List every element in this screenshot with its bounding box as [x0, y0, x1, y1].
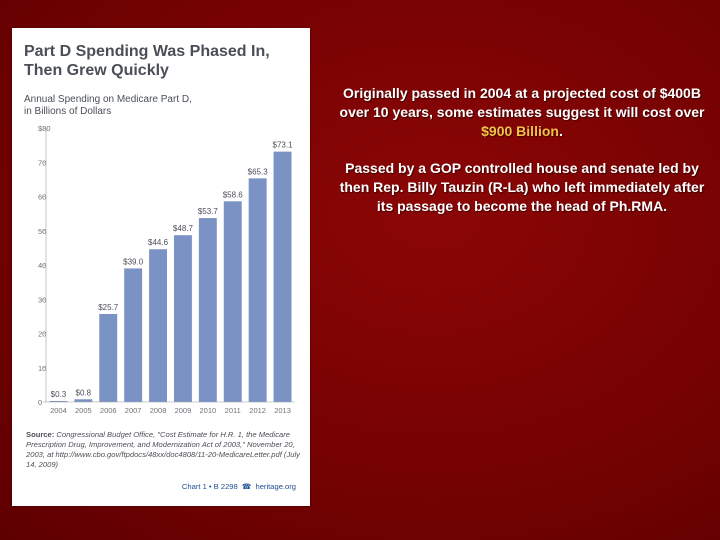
y-tick-label: 20 [38, 330, 46, 339]
bar-2006 [99, 313, 118, 402]
phone-icon: ☎ [241, 482, 252, 491]
paragraph-cost: Originally passed in 2004 at a projected… [330, 84, 714, 141]
chart-title: Part D Spending Was Phased In, Then Grew… [24, 42, 304, 80]
y-tick-label: 10 [38, 364, 46, 373]
x-axis: 2004 2005 2006 2007 2008 2009 2010 2011 2012 2013 [46, 401, 295, 415]
paragraph-history: Passed by a GOP controlled house and sen… [339, 160, 705, 214]
chart-title-line-2: Then Grew Quickly [24, 62, 169, 79]
data-label-2005: $0.8 [76, 388, 92, 397]
source-label: Source: [26, 430, 55, 439]
x-tick-label: 2010 [200, 406, 217, 415]
source-text: Congressional Budget Office, "Cost Estim… [26, 430, 300, 469]
y-tick-label: 60 [38, 193, 46, 202]
bar-2007 [124, 268, 143, 402]
chart-subtitle: Annual Spending on Medicare Part D, in B… [24, 94, 304, 118]
y-tick-label: $80 [38, 124, 51, 133]
chart-subtitle-line-1: Annual Spending on Medicare Part D, [24, 94, 192, 105]
data-label-2006: $25.7 [98, 303, 119, 312]
data-label-2010: $53.7 [198, 207, 219, 216]
bar-2005 [74, 399, 93, 402]
y-axis: 0 10 20 30 40 50 60 70 $80 [38, 124, 51, 407]
paragraph-cost-end: . [558, 123, 563, 139]
highlight-cost: $900 Billion [481, 123, 559, 139]
bar-2008 [149, 249, 168, 402]
bar-2009 [173, 235, 192, 402]
x-tick-label: 2005 [75, 406, 92, 415]
chart-reference: Chart 1 • B 2298 [181, 482, 238, 491]
y-tick-label: 50 [38, 227, 46, 236]
x-tick-label: 2012 [249, 406, 266, 415]
site-name: heritage.org [255, 482, 296, 491]
source-note: Source: Congressional Budget Office, "Co… [26, 430, 302, 470]
data-label-2013: $73.1 [273, 141, 294, 150]
bar-2011 [223, 201, 242, 402]
x-tick-label: 2006 [100, 406, 117, 415]
bar-2004 [49, 400, 68, 402]
bars-group: $0.3 $0.8 $25.7 $39.0 $44.6 $48.7 $53.7 $58.6 $6… [49, 141, 293, 402]
chart-subtitle-line-2: in Billions of Dollars [24, 106, 112, 117]
x-tick-label: 2004 [50, 406, 67, 415]
chart-title-line-1: Part D Spending Was Phased In, [24, 43, 270, 60]
bar-2013 [273, 151, 292, 402]
y-tick-label: 0 [38, 398, 42, 407]
slide-text: Originally passed in 2004 at a projected… [330, 84, 714, 216]
x-tick-label: 2008 [150, 406, 167, 415]
bar-2012 [248, 178, 267, 402]
data-label-2004: $0.3 [51, 390, 67, 399]
data-label-2011: $58.6 [223, 190, 244, 199]
y-tick-label: 40 [38, 261, 46, 270]
chart-footer: Chart 1 • B 2298 ☎ heritage.org [182, 482, 296, 491]
data-label-2012: $65.3 [248, 167, 269, 176]
data-label-2007: $39.0 [123, 257, 144, 266]
data-label-2009: $48.7 [173, 224, 194, 233]
y-tick-label: 30 [38, 295, 46, 304]
x-tick-label: 2007 [125, 406, 142, 415]
x-tick-label: 2009 [175, 406, 192, 415]
y-tick-label: 70 [38, 158, 46, 167]
paragraph-cost-text: Originally passed in 2004 at a projected… [339, 85, 705, 120]
data-label-2008: $44.6 [148, 238, 169, 247]
bar-chart: 0 10 20 30 40 50 60 70 $80 $0.3 $0.8 $25.7 $39.0 $44… [38, 124, 295, 415]
chart-card: Part D Spending Was Phased In, Then Grew… [12, 28, 310, 506]
x-tick-label: 2011 [225, 406, 241, 415]
bar-2010 [198, 218, 217, 402]
x-tick-label: 2013 [274, 406, 291, 415]
